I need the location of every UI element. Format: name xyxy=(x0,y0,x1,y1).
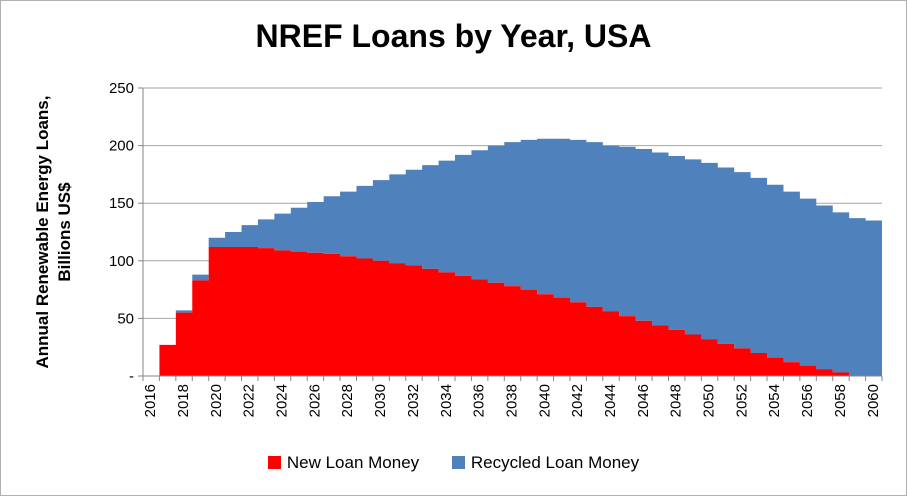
x-tick-label: 2046 xyxy=(635,384,652,417)
y-tick-label: - xyxy=(129,368,134,385)
x-tick-label: 2044 xyxy=(602,384,619,417)
area-series xyxy=(143,138,882,376)
x-tick-label: 2016 xyxy=(142,384,159,417)
x-tick-label: 2032 xyxy=(405,384,422,417)
chart-title: NREF Loans by Year, USA xyxy=(255,18,652,54)
legend: New Loan Money Recycled Loan Money xyxy=(0,453,907,473)
area-new-loan-money xyxy=(143,246,882,376)
area-recycled-loan-money xyxy=(143,138,882,376)
x-tick-label: 2034 xyxy=(438,384,455,417)
x-tick-label: 2024 xyxy=(274,384,291,417)
x-tick-label: 2056 xyxy=(799,384,816,417)
x-tick-label: 2022 xyxy=(241,384,258,417)
x-tick-label: 2054 xyxy=(766,384,783,417)
x-tick-label: 2052 xyxy=(733,384,750,417)
x-tick-label: 2058 xyxy=(832,384,849,417)
legend-item-recycled: Recycled Loan Money xyxy=(451,453,640,473)
x-tick-label: 2030 xyxy=(372,384,389,417)
y-tick-label: 150 xyxy=(109,195,134,212)
tick-labels: - 50 100 150 200 250 2016 2018 2020 2022 2024 2026 2… xyxy=(109,80,882,417)
x-tick-label: 2060 xyxy=(865,384,882,417)
x-tick-label: 2020 xyxy=(208,384,225,417)
x-tick-label: 2048 xyxy=(668,384,685,417)
legend-label-new: New Loan Money xyxy=(286,453,420,472)
legend-swatch-new xyxy=(267,456,281,469)
legend-item-new: New Loan Money xyxy=(267,453,420,473)
y-tick-label: 250 xyxy=(109,80,134,97)
x-tick-label: 2026 xyxy=(306,384,323,417)
x-tick-label: 2050 xyxy=(701,384,718,417)
y-tick-label: 50 xyxy=(117,310,134,327)
x-tick-label: 2038 xyxy=(503,384,520,417)
x-tick-label: 2018 xyxy=(175,384,192,417)
axes xyxy=(138,87,883,381)
x-tick-label: 2036 xyxy=(471,384,488,417)
y-tick-label: 200 xyxy=(109,138,134,155)
legend-swatch-recycled xyxy=(451,456,465,469)
legend-label-recycled: Recycled Loan Money xyxy=(470,453,640,472)
y-tick-label: 100 xyxy=(109,253,134,270)
x-tick-label: 2028 xyxy=(339,384,356,417)
x-tick-label: 2042 xyxy=(569,384,586,417)
x-tick-label: 2040 xyxy=(536,384,553,417)
